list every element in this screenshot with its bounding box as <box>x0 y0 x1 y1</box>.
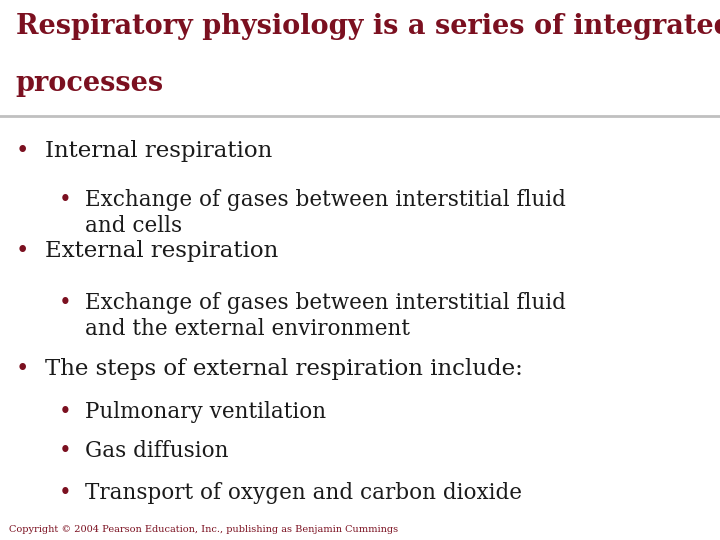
Text: Transport of oxygen and carbon dioxide: Transport of oxygen and carbon dioxide <box>85 482 522 504</box>
Text: Internal respiration: Internal respiration <box>45 140 272 163</box>
Text: External respiration: External respiration <box>45 240 278 262</box>
Text: •: • <box>59 401 72 423</box>
Text: •: • <box>16 140 30 163</box>
Text: •: • <box>16 358 30 380</box>
Text: •: • <box>59 189 72 211</box>
Text: The steps of external respiration include:: The steps of external respiration includ… <box>45 358 523 380</box>
Text: •: • <box>59 292 72 314</box>
Text: Copyright © 2004 Pearson Education, Inc., publishing as Benjamin Cummings: Copyright © 2004 Pearson Education, Inc.… <box>9 524 397 534</box>
Text: Exchange of gases between interstitial fluid
and the external environment: Exchange of gases between interstitial f… <box>85 292 566 340</box>
Text: •: • <box>59 482 72 504</box>
Text: Pulmonary ventilation: Pulmonary ventilation <box>85 401 326 423</box>
Text: •: • <box>59 440 72 462</box>
Text: Respiratory physiology is a series of integrated: Respiratory physiology is a series of in… <box>16 14 720 40</box>
Text: processes: processes <box>16 70 164 97</box>
Text: Gas diffusion: Gas diffusion <box>85 440 228 462</box>
Text: •: • <box>16 240 30 262</box>
Text: Exchange of gases between interstitial fluid
and cells: Exchange of gases between interstitial f… <box>85 189 566 237</box>
